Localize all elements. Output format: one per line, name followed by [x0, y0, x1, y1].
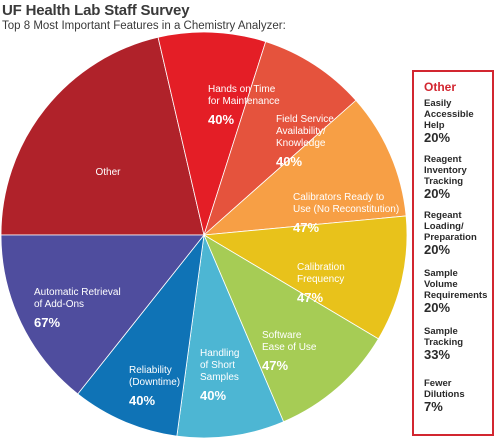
- chart-subtitle: Top 8 Most Important Features in a Chemi…: [2, 20, 286, 32]
- other-item-label: Reagent Inventory Tracking: [424, 154, 467, 187]
- other-item: Easily Accessible Help 20%: [424, 98, 494, 145]
- other-item-value: 33%: [424, 347, 451, 362]
- other-features-box: Other Easily Accessible Help 20% Reagent…: [412, 70, 494, 436]
- other-item-value: 20%: [424, 242, 451, 257]
- slice-label: Automatic Retrieval of Add-Ons: [34, 287, 121, 310]
- pie-slice: [176, 233, 285, 439]
- pie-slice: [202, 215, 408, 340]
- pie-slice: [203, 234, 379, 423]
- pie-slice: [157, 31, 267, 237]
- other-item: Reagent Inventory Tracking 20%: [424, 154, 494, 201]
- other-item-value: 20%: [424, 300, 451, 315]
- pie-slice: [0, 36, 205, 236]
- slice-value-label: 47%: [293, 220, 319, 235]
- other-item-label: Fewer Dilutions: [424, 378, 465, 400]
- slice-label: Field Service Availability/Knowledge: [276, 114, 334, 149]
- slice-label: Calibration Frequency: [297, 262, 345, 285]
- chart-title: UF Health Lab Staff Survey: [2, 2, 190, 19]
- other-item: Sample Tracking 33%: [424, 326, 494, 362]
- slice-label: Handling of Short Samples: [200, 348, 239, 383]
- other-item-label: Regeant Loading/ Preparation: [424, 210, 477, 243]
- other-item-value: 7%: [424, 399, 443, 414]
- other-box-title: Other: [424, 80, 457, 94]
- slice-value-label: 40%: [276, 154, 302, 169]
- slice-label: Other: [95, 167, 121, 178]
- slice-value-label: 47%: [297, 290, 323, 305]
- other-item-label: Sample Volume Requirements: [424, 268, 488, 301]
- slice-value-label: 67%: [34, 315, 60, 330]
- pie-slice: [202, 99, 407, 236]
- slice-value-label: 40%: [129, 393, 155, 408]
- slice-value-label: 40%: [208, 112, 234, 127]
- slice-label: Reliability (Downtime): [129, 365, 180, 388]
- pie-slice: [77, 233, 205, 437]
- other-item-label: Easily Accessible Help: [424, 98, 474, 131]
- slice-label: Calibrators Ready to Use (No Reconstituti…: [293, 192, 399, 215]
- slice-label: Software Ease of Use: [262, 330, 317, 353]
- pie-slice: [0, 234, 205, 395]
- pie-slice: [203, 41, 357, 237]
- other-item: Regeant Loading/ Preparation 20%: [424, 210, 494, 257]
- slice-value-label: 47%: [262, 358, 288, 373]
- other-item-label: Sample Tracking: [424, 326, 464, 348]
- other-item-value: 20%: [424, 130, 451, 145]
- other-item: Fewer Dilutions 7%: [424, 378, 494, 414]
- other-item: Sample Volume Requirements 20%: [424, 268, 494, 315]
- other-item-value: 20%: [424, 186, 451, 201]
- slice-value-label: 40%: [200, 388, 226, 403]
- slice-label: Hands on Time for Maintenance: [208, 84, 280, 107]
